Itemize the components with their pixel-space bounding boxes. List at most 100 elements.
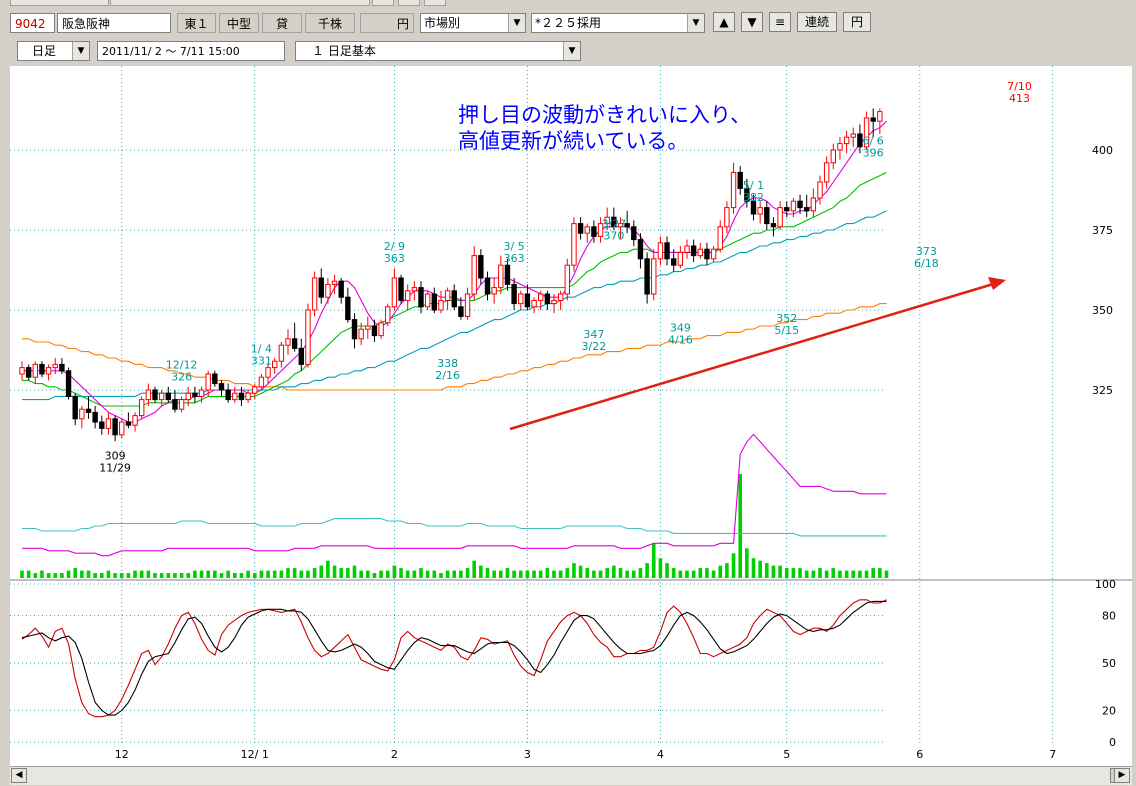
tab-strip[interactable] — [110, 0, 370, 6]
continuous-button[interactable]: 連続 — [797, 12, 837, 32]
down-arrow-icon[interactable]: ▼ — [741, 12, 763, 32]
candle-body — [92, 411, 98, 423]
candle-body — [631, 226, 637, 241]
volume-bar — [638, 568, 643, 578]
candle-body — [484, 277, 491, 295]
volume-bar — [146, 570, 151, 578]
candle-body — [624, 223, 630, 228]
axis-labels: 325 350 375 400 0 20 50 80 100 12 12/ 1 2 3 4 5 6 7 — [115, 144, 1116, 761]
volume-bar — [545, 568, 550, 578]
candle-body — [810, 197, 817, 212]
candle-body — [19, 367, 25, 375]
tab-strip[interactable] — [372, 0, 394, 6]
candle-body — [730, 171, 737, 209]
stock-code-field[interactable]: 9042 — [10, 13, 55, 33]
candle-body — [504, 264, 511, 285]
date-range-field[interactable]: 2011/11/ 2 ～ 7/11 15:00 — [97, 41, 285, 61]
tab-strip[interactable] — [424, 0, 446, 6]
price-label: 2/ 9 — [384, 240, 405, 253]
volume-bar — [804, 570, 809, 578]
period-select[interactable]: 日足 ▼ — [17, 41, 90, 61]
x-tick-label: 6 — [916, 748, 923, 761]
candle-body — [830, 149, 836, 164]
volume-bar — [884, 570, 889, 578]
candle-body — [531, 299, 537, 308]
index-select[interactable]: *２２５採用 ▼ — [531, 13, 705, 33]
candle-body — [444, 290, 451, 301]
price-label: 413 — [1009, 92, 1030, 105]
chevron-down-icon[interactable]: ▼ — [508, 14, 525, 32]
candle-body — [564, 264, 570, 295]
candle-body — [544, 293, 551, 305]
price-label: 11/29 — [99, 462, 131, 475]
candle-body — [498, 264, 504, 289]
candle-body — [464, 293, 471, 317]
volume-bar — [512, 570, 516, 578]
volume-bar — [306, 570, 310, 578]
tab-strip[interactable] — [398, 0, 420, 6]
volume-bar — [259, 570, 264, 578]
candle-body — [165, 392, 172, 401]
tab-strip[interactable] — [10, 0, 109, 6]
x-tick-label: 2 — [391, 748, 398, 761]
volume-bar — [459, 570, 463, 578]
chevron-down-icon[interactable]: ▼ — [72, 42, 89, 60]
template-select[interactable]: １ 日足基本 ▼ — [295, 41, 581, 61]
market-select[interactable]: 市場別 ▼ — [420, 13, 526, 33]
candle-body — [690, 245, 697, 257]
volume-bar — [53, 573, 58, 578]
volume-bar — [439, 573, 443, 578]
scroll-left-icon[interactable]: ◀ — [11, 768, 27, 783]
volume-bar — [66, 570, 71, 578]
volume-bar — [425, 570, 430, 578]
chevron-down-icon[interactable]: ▼ — [563, 42, 580, 60]
chevron-down-icon[interactable]: ▼ — [687, 14, 704, 32]
candle-body — [471, 255, 477, 295]
candle-body — [232, 392, 238, 401]
candle-body — [72, 395, 78, 420]
candle-body — [857, 133, 863, 148]
stoch-tick-label: 50 — [1102, 657, 1116, 670]
y-tick-label: 400 — [1092, 144, 1113, 157]
stoch-tick-label: 100 — [1095, 578, 1116, 591]
volume-bar — [678, 570, 683, 578]
candle-body — [843, 136, 850, 145]
scroll-right-icon[interactable]: ▶ — [1114, 768, 1130, 783]
yen-button[interactable]: 円 — [843, 12, 871, 32]
index-select-value: *２２５採用 — [535, 16, 602, 30]
candle-body — [105, 418, 112, 429]
volume-bar — [126, 573, 131, 578]
candle-body — [850, 133, 856, 138]
horizontal-scrollbar[interactable]: ◀ ▶ — [10, 766, 1132, 785]
candle-body — [278, 344, 285, 362]
volume-bar — [292, 568, 297, 578]
candle-body — [139, 399, 145, 417]
price-label: 363 — [384, 252, 405, 265]
price-label: 352 — [776, 312, 797, 325]
candle-body — [664, 242, 670, 260]
volume-panel — [20, 433, 889, 578]
candle-body — [152, 389, 158, 401]
x-tick-label: 7 — [1049, 748, 1056, 761]
candle-body — [717, 226, 723, 250]
candle-body — [458, 306, 464, 317]
candle-body — [218, 383, 225, 391]
volume-bar — [80, 570, 84, 578]
menu-icon[interactable]: ≡ — [769, 12, 791, 32]
price-label: 347 — [583, 328, 604, 341]
x-tick-label: 12 — [115, 748, 129, 761]
up-arrow-icon[interactable]: ▲ — [713, 12, 735, 32]
volume-bar — [359, 570, 363, 578]
annotation-line-2: 高値更新が続いている。 — [458, 129, 688, 153]
candle-body — [59, 363, 65, 372]
x-tick-label: 4 — [657, 748, 664, 761]
volume-bar — [179, 573, 184, 578]
candle-body — [192, 392, 198, 397]
candle-body — [597, 223, 604, 237]
candle-body — [518, 293, 524, 305]
stoch-k-line — [21, 599, 887, 718]
candle-body — [611, 216, 617, 228]
candle-body — [657, 242, 664, 260]
candle-body — [777, 207, 783, 228]
